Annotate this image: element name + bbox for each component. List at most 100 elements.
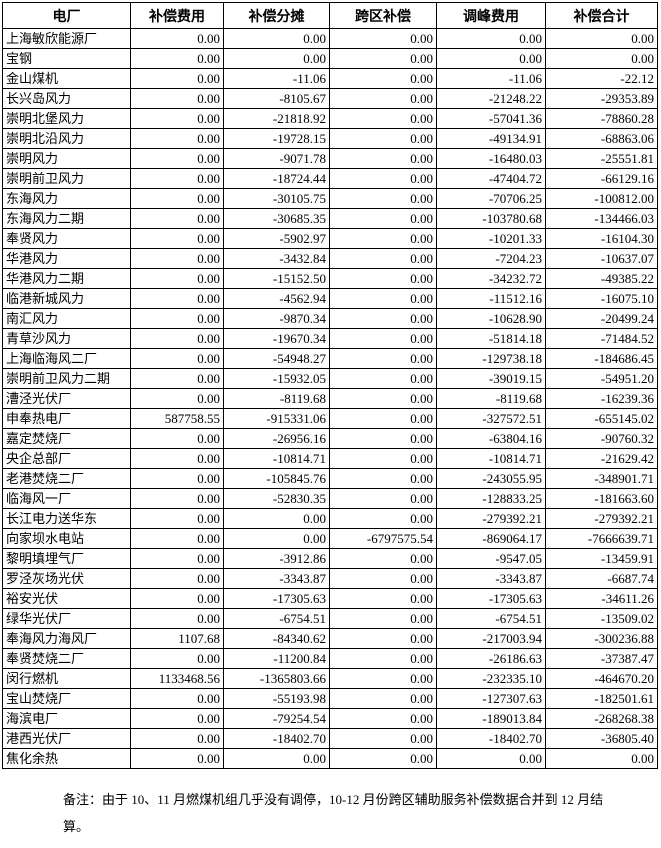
value-cell: 0.00: [130, 748, 224, 769]
table-row: 奉贤风力 0.00 -5902.97 0.00 -10201.33 -16104.30: [2, 228, 658, 249]
plant-name-cell: 华港风力: [2, 248, 131, 269]
value-cell: -1365803.66: [223, 668, 330, 689]
value-cell: -3912.86: [223, 548, 330, 569]
table-row: 临港新城风力 0.00 -4562.94 0.00 -11512.16 -16075.10: [2, 288, 658, 309]
value-cell: -268268.38: [545, 708, 658, 729]
value-cell: -6797575.54: [329, 528, 437, 549]
value-cell: -105845.76: [223, 468, 330, 489]
value-cell: 0.00: [329, 688, 437, 709]
value-cell: -49134.91: [436, 128, 546, 149]
value-cell: 0.00: [130, 308, 224, 329]
table-row: 海滨电厂 0.00 -79254.54 0.00 -189013.84 -268268.3…: [2, 708, 658, 729]
plant-name-cell: 崇明北堡风力: [2, 108, 131, 129]
value-cell: -16239.36: [545, 388, 658, 409]
value-cell: -13509.02: [545, 608, 658, 629]
plant-name-cell: 奉海风力海风厂: [2, 628, 131, 649]
value-cell: 0.00: [130, 168, 224, 189]
value-cell: -8119.68: [223, 388, 330, 409]
plant-name-cell: 上海敏欣能源厂: [2, 28, 131, 49]
value-cell: 0.00: [329, 748, 437, 769]
value-cell: -243055.95: [436, 468, 546, 489]
value-cell: 0.00: [329, 228, 437, 249]
column-header: 补偿合计: [545, 2, 658, 29]
value-cell: -10814.71: [436, 448, 546, 469]
table-row: 崇明北堡风力 0.00 -21818.92 0.00 -57041.36 -78860.2…: [2, 108, 658, 129]
value-cell: -655145.02: [545, 408, 658, 429]
table-row: 东海风力 0.00 -30105.75 0.00 -70706.25 -100812.00: [2, 188, 658, 209]
value-cell: -279392.21: [545, 508, 658, 529]
value-cell: -19728.15: [223, 128, 330, 149]
value-cell: -327572.51: [436, 408, 546, 429]
plant-name-cell: 华港风力二期: [2, 268, 131, 289]
plant-name-cell: 宝山焚烧厂: [2, 688, 131, 709]
plant-name-cell: 嘉定焚烧厂: [2, 428, 131, 449]
value-cell: 0.00: [545, 48, 658, 69]
value-cell: -189013.84: [436, 708, 546, 729]
value-cell: 0.00: [130, 588, 224, 609]
value-cell: 0.00: [545, 748, 658, 769]
value-cell: 0.00: [436, 48, 546, 69]
value-cell: 0.00: [329, 508, 437, 529]
compensation-table: 电厂 补偿费用 补偿分摊 跨区补偿 调峰费用 补偿合计 上海敏欣能源厂 0.00 0.00 0.…: [2, 2, 658, 769]
column-header: 跨区补偿: [329, 2, 437, 29]
value-cell: 0.00: [130, 108, 224, 129]
value-cell: 0.00: [130, 368, 224, 389]
value-cell: -869064.17: [436, 528, 546, 549]
plant-name-cell: 南汇风力: [2, 308, 131, 329]
table-row: 华港风力 0.00 -3432.84 0.00 -7204.23 -10637.07: [2, 248, 658, 269]
value-cell: -19670.34: [223, 328, 330, 349]
column-header: 补偿分摊: [223, 2, 330, 29]
value-cell: 0.00: [130, 68, 224, 89]
value-cell: -10628.90: [436, 308, 546, 329]
value-cell: 0.00: [436, 748, 546, 769]
value-cell: 0.00: [130, 248, 224, 269]
value-cell: -21248.22: [436, 88, 546, 109]
table-row: 宝山焚烧厂 0.00 -55193.98 0.00 -127307.63 -182501.…: [2, 688, 658, 709]
value-cell: -11200.84: [223, 648, 330, 669]
table-row: 长江电力送华东 0.00 0.00 0.00 -279392.21 -279392.21: [2, 508, 658, 529]
value-cell: -68863.06: [545, 128, 658, 149]
value-cell: -51814.18: [436, 328, 546, 349]
value-cell: -4562.94: [223, 288, 330, 309]
plant-name-cell: 海滨电厂: [2, 708, 131, 729]
value-cell: -78860.28: [545, 108, 658, 129]
plant-name-cell: 央企总部厂: [2, 448, 131, 469]
value-cell: 587758.55: [130, 408, 224, 429]
value-cell: 0.00: [130, 128, 224, 149]
value-cell: 0.00: [130, 608, 224, 629]
value-cell: 0.00: [223, 528, 330, 549]
column-header: 电厂: [2, 2, 131, 29]
value-cell: 0.00: [223, 748, 330, 769]
value-cell: 0.00: [329, 448, 437, 469]
value-cell: -128833.25: [436, 488, 546, 509]
value-cell: 0.00: [329, 108, 437, 129]
value-cell: 0.00: [223, 28, 330, 49]
value-cell: -26186.63: [436, 648, 546, 669]
table-row: 申奉热电厂 587758.55 -915331.06 0.00 -327572.51 -6…: [2, 408, 658, 429]
table-row: 央企总部厂 0.00 -10814.71 0.00 -10814.71 -21629.42: [2, 448, 658, 469]
value-cell: 0.00: [223, 508, 330, 529]
value-cell: 0.00: [130, 348, 224, 369]
value-cell: 0.00: [329, 188, 437, 209]
value-cell: 0.00: [130, 388, 224, 409]
value-cell: -34232.72: [436, 268, 546, 289]
value-cell: 0.00: [130, 468, 224, 489]
value-cell: 0.00: [329, 88, 437, 109]
value-cell: 0.00: [130, 648, 224, 669]
value-cell: -10814.71: [223, 448, 330, 469]
plant-name-cell: 东海风力二期: [2, 208, 131, 229]
plant-name-cell: 闵行燃机: [2, 668, 131, 689]
plant-name-cell: 青草沙风力: [2, 328, 131, 349]
value-cell: 0.00: [130, 208, 224, 229]
value-cell: -18402.70: [223, 728, 330, 749]
value-cell: 1107.68: [130, 628, 224, 649]
footnote: 备注：由于 10、11 月燃煤机组几乎没有调停，10-12 月份跨区辅助服务补偿…: [63, 792, 604, 834]
value-cell: -71484.52: [545, 328, 658, 349]
value-cell: 0.00: [329, 28, 437, 49]
table-row: 黎明填埋气厂 0.00 -3912.86 0.00 -9547.05 -13459.91: [2, 548, 658, 569]
table-row: 青草沙风力 0.00 -19670.34 0.00 -51814.18 -71484.52: [2, 328, 658, 349]
plant-name-cell: 崇明前卫风力: [2, 168, 131, 189]
value-cell: -17305.63: [436, 588, 546, 609]
plant-name-cell: 罗泾灰场光伏: [2, 568, 131, 589]
